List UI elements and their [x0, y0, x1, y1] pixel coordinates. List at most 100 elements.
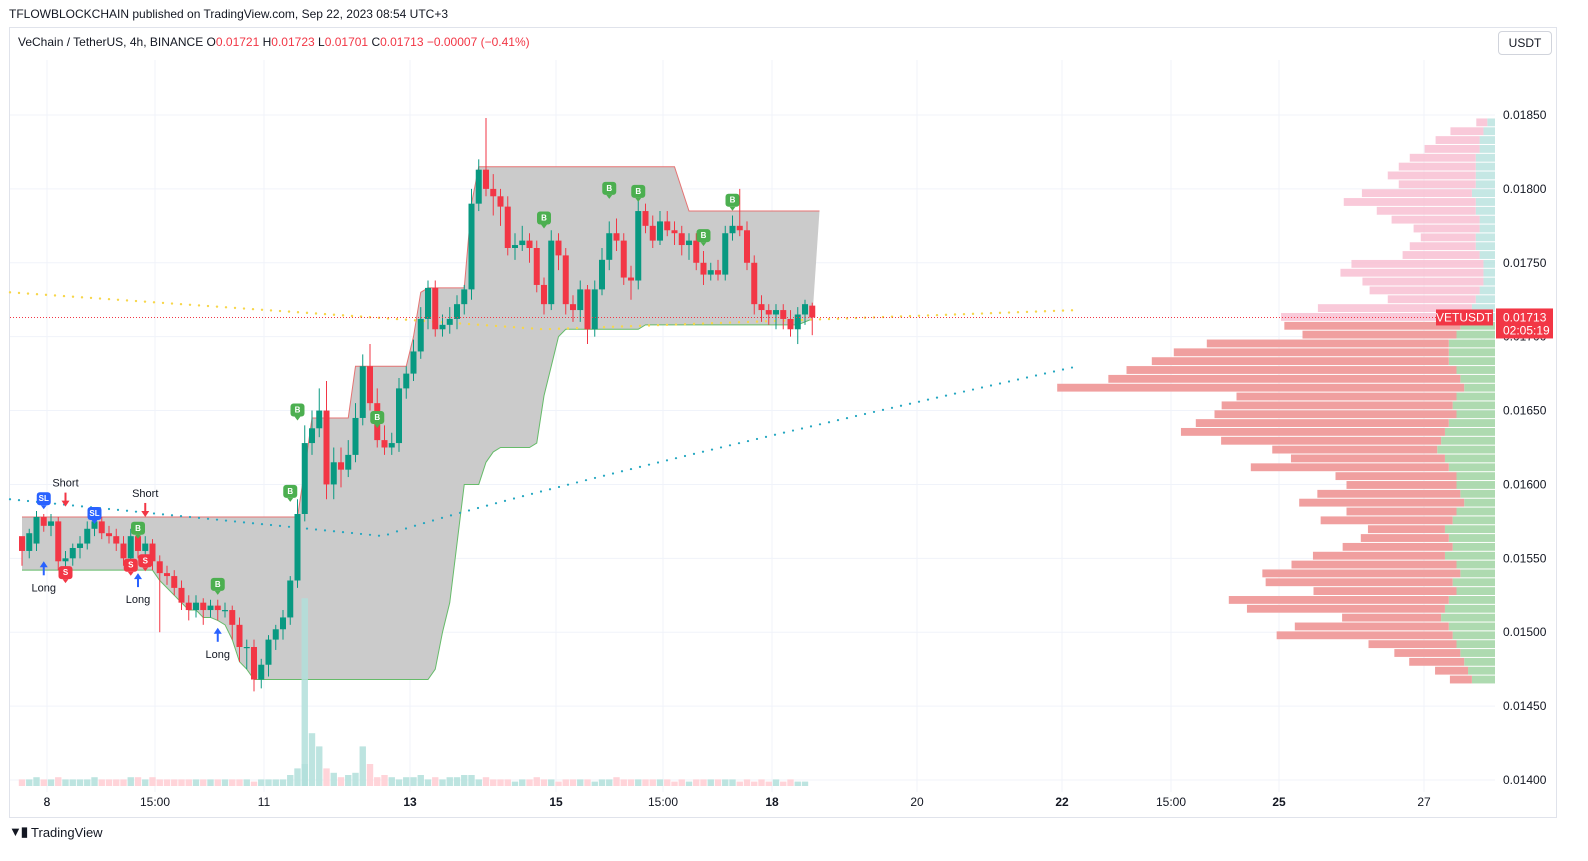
candle-body[interactable]: [98, 521, 105, 534]
currency-button[interactable]: USDT: [1498, 31, 1552, 55]
candle-body[interactable]: [425, 287, 431, 319]
candle-body[interactable]: [548, 240, 555, 305]
candle-body[interactable]: [642, 211, 649, 226]
candle-body[interactable]: [562, 255, 569, 305]
candle-body[interactable]: [294, 514, 301, 581]
candle-body[interactable]: [127, 536, 134, 559]
candle-body[interactable]: [193, 602, 199, 611]
candle-body[interactable]: [149, 543, 156, 562]
buy-badge[interactable]: [696, 229, 711, 243]
candle-body[interactable]: [410, 351, 417, 374]
candle-body[interactable]: [164, 573, 170, 577]
candle-body[interactable]: [178, 587, 185, 603]
candle-body[interactable]: [794, 314, 801, 330]
candle-body[interactable]: [802, 304, 808, 315]
candle-body[interactable]: [62, 558, 69, 562]
candle-body[interactable]: [497, 196, 504, 207]
sell-badge[interactable]: [123, 558, 138, 572]
candle-body[interactable]: [765, 310, 772, 315]
candle-body[interactable]: [729, 225, 736, 234]
stop-loss-badge[interactable]: [87, 507, 102, 520]
candle-body[interactable]: [417, 318, 424, 352]
candle-body[interactable]: [316, 410, 323, 429]
candle-body[interactable]: [599, 259, 605, 290]
candle-body[interactable]: [751, 262, 758, 305]
candle-body[interactable]: [171, 576, 178, 588]
candle-body[interactable]: [461, 289, 468, 305]
candle-body[interactable]: [454, 304, 460, 319]
candle-body[interactable]: [773, 310, 779, 315]
candle-body[interactable]: [533, 248, 540, 285]
candle-body[interactable]: [142, 543, 149, 551]
candle-body[interactable]: [40, 516, 47, 526]
candle-body[interactable]: [396, 388, 402, 444]
candle-body[interactable]: [613, 233, 620, 241]
candle-body[interactable]: [809, 305, 816, 318]
candle-body[interactable]: [519, 240, 526, 246]
candle-body[interactable]: [628, 277, 634, 281]
buy-badge[interactable]: [210, 577, 225, 591]
candle-body[interactable]: [512, 245, 518, 248]
candle-body[interactable]: [258, 664, 265, 680]
candle-body[interactable]: [787, 318, 794, 330]
buy-badge[interactable]: [537, 211, 551, 225]
candle-body[interactable]: [359, 366, 366, 418]
candle-body[interactable]: [26, 533, 33, 551]
candle-body[interactable]: [345, 454, 352, 470]
candle-body[interactable]: [229, 610, 236, 625]
candle-body[interactable]: [120, 543, 127, 559]
candle-body[interactable]: [251, 647, 257, 680]
candle-body[interactable]: [439, 324, 446, 330]
candle-body[interactable]: [84, 528, 91, 544]
buy-badge[interactable]: [290, 403, 305, 417]
candle-body[interactable]: [635, 211, 642, 281]
candle-body[interactable]: [135, 536, 141, 551]
candle-body[interactable]: [606, 233, 613, 260]
candle-body[interactable]: [214, 605, 221, 611]
candle-body[interactable]: [309, 428, 315, 444]
candle-body[interactable]: [504, 206, 511, 248]
candle-body[interactable]: [526, 240, 533, 248]
candle-body[interactable]: [287, 580, 294, 618]
candle-body[interactable]: [330, 462, 337, 485]
candle-body[interactable]: [207, 605, 214, 611]
sell-badge[interactable]: [58, 566, 73, 580]
candle-body[interactable]: [780, 310, 787, 319]
candle-body[interactable]: [541, 284, 547, 305]
candle-body[interactable]: [678, 233, 685, 246]
tradingview-brand[interactable]: ▼▮ TradingView: [9, 824, 103, 840]
candle-body[interactable]: [620, 240, 627, 278]
candle-body[interactable]: [236, 624, 243, 647]
candle-body[interactable]: [113, 536, 120, 544]
candle-body[interactable]: [693, 240, 700, 263]
candle-body[interactable]: [657, 221, 663, 241]
candle-body[interactable]: [649, 225, 656, 241]
candle-body[interactable]: [367, 366, 373, 404]
candle-body[interactable]: [555, 240, 562, 256]
candle-body[interactable]: [156, 561, 163, 574]
candle-body[interactable]: [490, 188, 497, 197]
candle-body[interactable]: [200, 602, 207, 611]
candle-body[interactable]: [381, 440, 388, 448]
candle-body[interactable]: [707, 270, 714, 275]
buy-badge[interactable]: [370, 410, 385, 424]
candle-body[interactable]: [468, 203, 475, 290]
candle-body[interactable]: [323, 410, 330, 485]
candle-body[interactable]: [722, 233, 729, 275]
sell-badge[interactable]: [138, 554, 153, 568]
candle-body[interactable]: [243, 647, 250, 649]
candle-body[interactable]: [591, 289, 598, 330]
candle-body[interactable]: [584, 289, 591, 330]
stop-loss-badge[interactable]: [36, 492, 51, 506]
candle-body[interactable]: [483, 169, 489, 189]
candle-body[interactable]: [388, 443, 395, 448]
symbol-label[interactable]: VeChain / TetherUS, 4h, BINANCE: [18, 35, 204, 49]
candle-body[interactable]: [91, 521, 98, 529]
candle-body[interactable]: [55, 521, 62, 562]
candle-body[interactable]: [265, 639, 272, 665]
candle-body[interactable]: [432, 287, 439, 330]
candle-body[interactable]: [736, 225, 743, 231]
candle-body[interactable]: [352, 417, 359, 455]
candle-body[interactable]: [664, 221, 671, 231]
candle-body[interactable]: [475, 169, 482, 204]
